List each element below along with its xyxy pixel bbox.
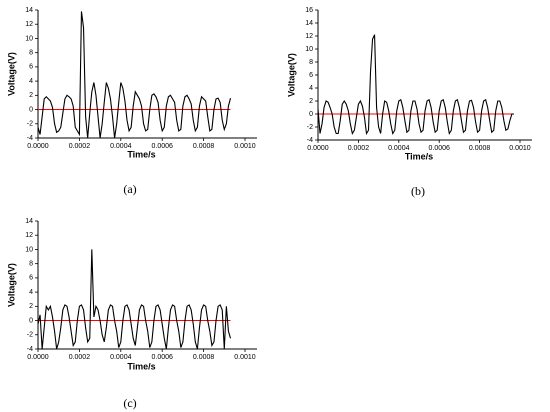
y-tick-label: 6 — [29, 64, 33, 71]
y-tick-label: -2 — [307, 124, 313, 131]
y-tick-label: 6 — [309, 72, 313, 79]
y-tick-label: 4 — [309, 85, 313, 92]
y-tick-label: 0 — [309, 111, 313, 118]
y-tick-label: 10 — [25, 35, 33, 42]
y-axis-title: Voltage(V) — [286, 53, 296, 97]
x-tick-label: 0.0010 — [234, 143, 256, 150]
x-tick-label: 0.0006 — [151, 143, 173, 150]
x-tick-label: 0.0006 — [151, 354, 173, 361]
y-tick-label: -2 — [27, 121, 33, 128]
y-tick-label: 16 — [305, 7, 313, 14]
x-tick-label: 0.0004 — [110, 354, 132, 361]
x-tick-label: 0.0008 — [469, 145, 491, 152]
y-tick-label: 4 — [29, 78, 33, 85]
y-tick-label: 8 — [309, 59, 313, 66]
x-tick-label: 0.0006 — [428, 145, 450, 152]
caption: (a) — [123, 182, 136, 196]
y-tick-label: 14 — [305, 20, 313, 27]
y-tick-label: -4 — [27, 135, 33, 142]
x-tick-label: 0.0008 — [193, 143, 215, 150]
y-tick-label: -4 — [307, 137, 313, 144]
y-tick-label: 10 — [25, 246, 33, 253]
x-tick-label: 0.0008 — [193, 354, 215, 361]
y-tick-label: 14 — [25, 7, 33, 14]
y-tick-label: 4 — [29, 289, 33, 296]
data-line — [38, 249, 232, 349]
y-tick-label: 12 — [25, 232, 33, 239]
caption: (b) — [411, 184, 425, 198]
data-line — [38, 11, 232, 138]
y-axis-title: Voltage(V) — [6, 52, 16, 96]
x-tick-label: 0.0010 — [234, 354, 256, 361]
y-tick-label: 0 — [29, 106, 33, 113]
y-tick-label: -4 — [27, 346, 33, 353]
y-tick-label: 8 — [29, 261, 33, 268]
x-tick-label: 0.0004 — [388, 145, 410, 152]
x-tick-label: 0.0002 — [69, 354, 91, 361]
x-axis-title: Time/s — [405, 151, 433, 161]
y-tick-label: 6 — [29, 275, 33, 282]
x-axis-title: Time/s — [127, 361, 155, 371]
y-tick-label: 2 — [309, 98, 313, 105]
caption: (c) — [123, 396, 136, 410]
x-axis-title: Time/s — [127, 149, 155, 159]
y-tick-label: 12 — [305, 33, 313, 40]
y-axis-title: Voltage(V) — [6, 263, 16, 307]
x-tick-label: 0.0002 — [348, 145, 370, 152]
y-tick-label: 2 — [29, 303, 33, 310]
y-tick-label: 12 — [25, 21, 33, 28]
x-tick-label: 0.0004 — [110, 143, 132, 150]
x-tick-label: 0.0000 — [307, 145, 329, 152]
x-tick-label: 0.0000 — [27, 354, 49, 361]
x-tick-label: 0.0010 — [509, 145, 531, 152]
y-tick-label: 0 — [29, 317, 33, 324]
y-tick-label: 8 — [29, 50, 33, 57]
x-tick-label: 0.0002 — [69, 143, 91, 150]
data-line — [318, 34, 514, 136]
y-tick-label: -2 — [27, 332, 33, 339]
x-tick-label: 0.0000 — [27, 143, 49, 150]
y-tick-label: 10 — [305, 46, 313, 53]
y-tick-label: 14 — [25, 218, 33, 225]
y-tick-label: 2 — [29, 92, 33, 99]
